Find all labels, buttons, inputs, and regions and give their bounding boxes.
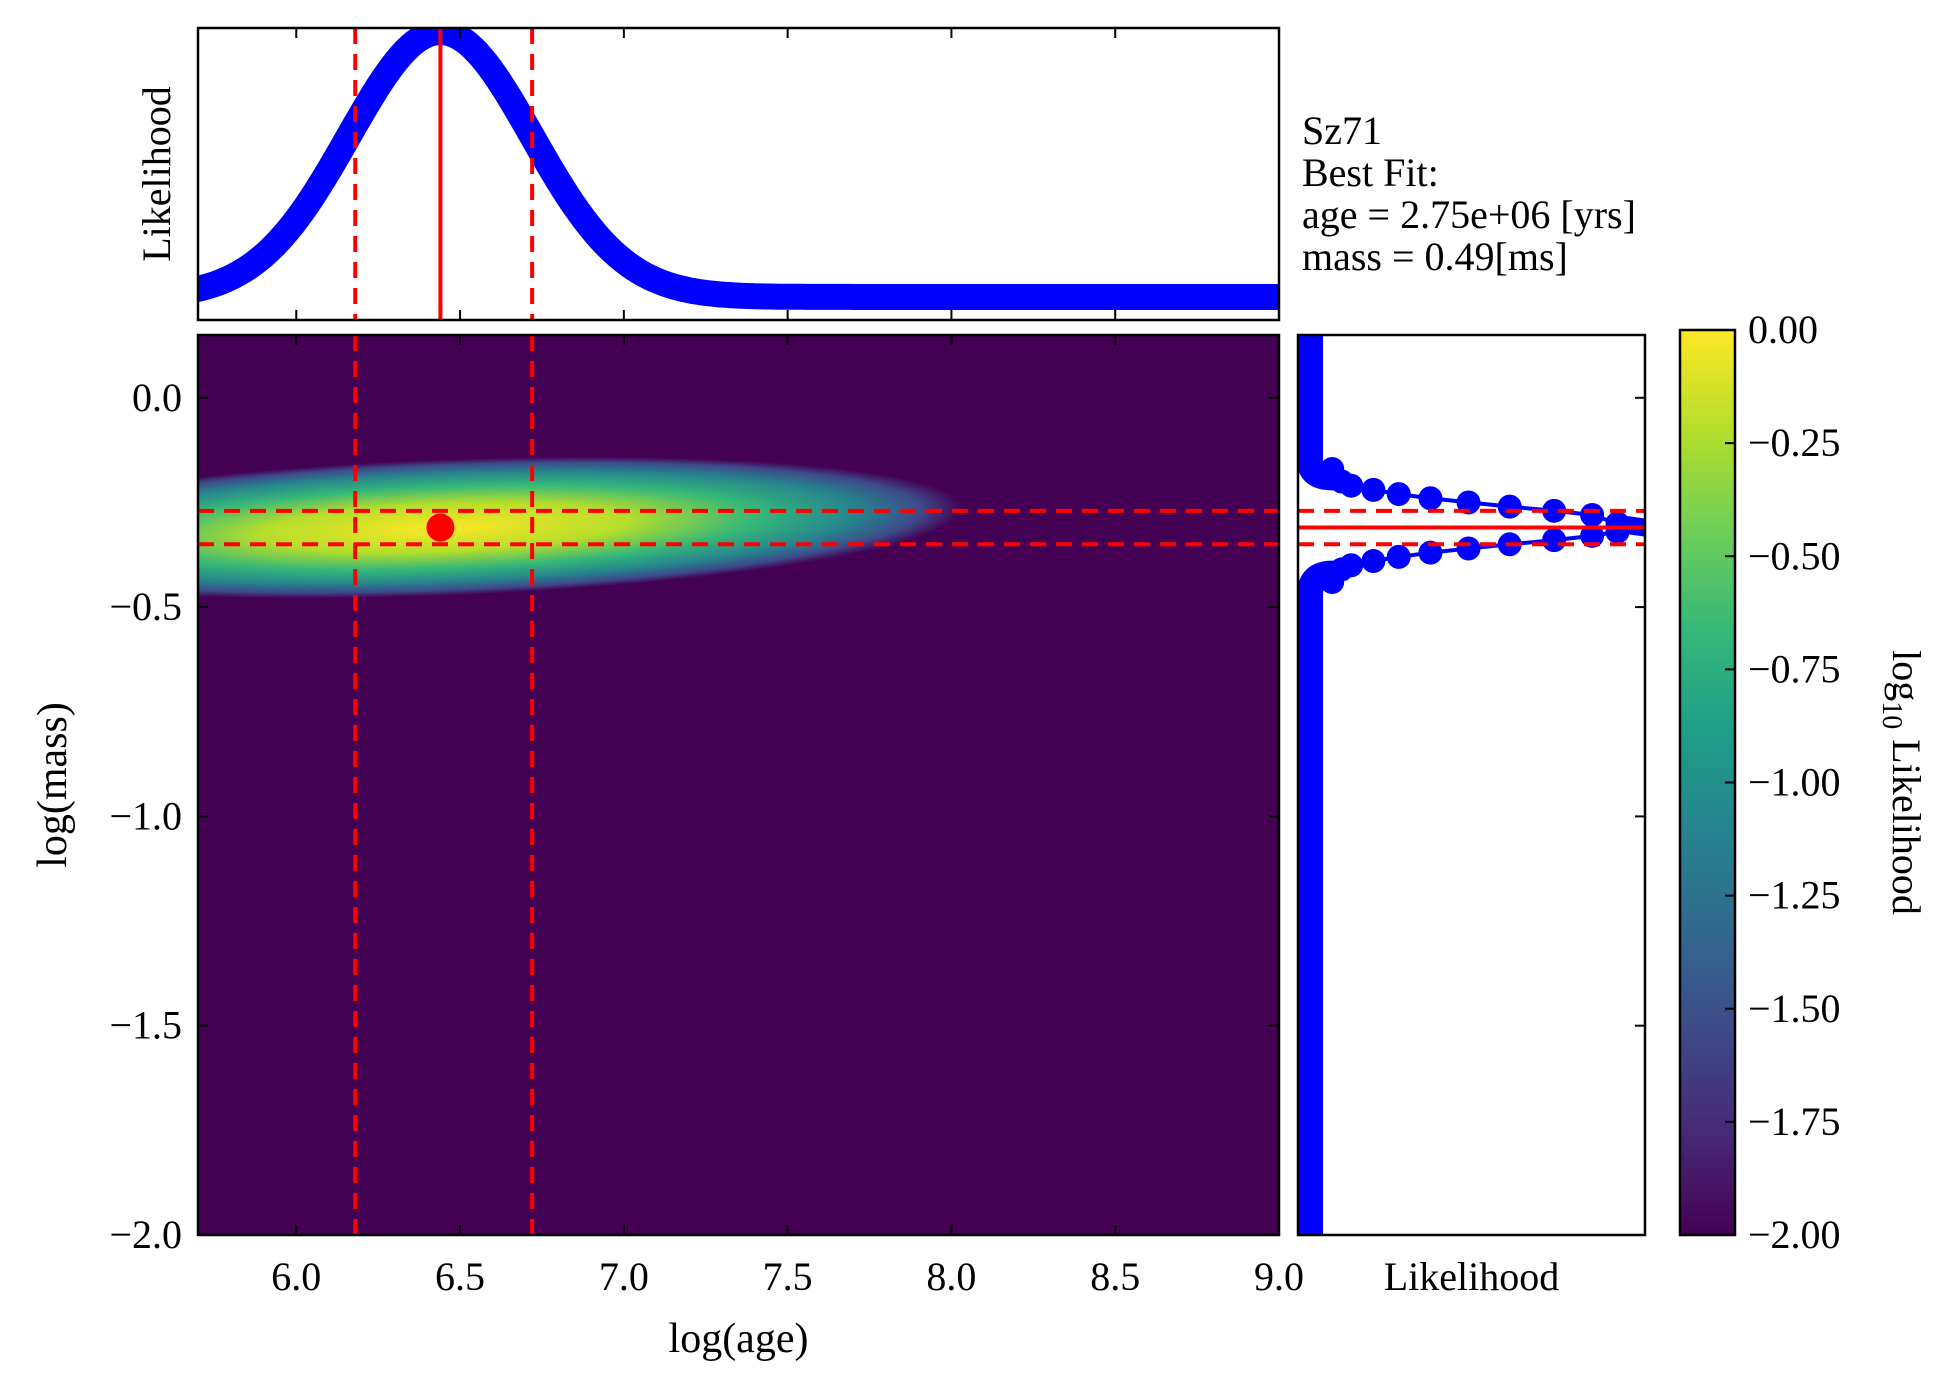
y-tick-label-0: 0.0	[132, 375, 182, 420]
colorbar-tick-label-8: −2.00	[1748, 1212, 1841, 1257]
colorbar-label: log10 Likelihood	[1876, 650, 1929, 915]
age-likelihood-curve	[198, 28, 1279, 310]
mass-upper-branch-point-2	[1339, 473, 1364, 498]
mass-lower-branch-point-6	[1456, 536, 1481, 561]
mass-upper-branch-point-5	[1418, 486, 1443, 511]
mass-lower-branch-point-5	[1418, 540, 1443, 565]
colorbar-tick-label-4: −1.00	[1748, 760, 1841, 805]
best-fit-label: Best Fit:	[1302, 150, 1439, 195]
mass-upper-branch-point-7	[1497, 494, 1522, 519]
colorbar-panel: 0.00 −0.25 −0.50 −0.75 −1.00 −1.25 −1.50 −1.75 −…	[1678, 307, 1929, 1257]
mass-likelihood-floor-lower	[1298, 560, 1346, 1235]
mass-marginal-frame	[1296, 333, 1647, 1237]
colorbar-label-subscript: 10	[1876, 701, 1907, 729]
colorbar-tick-label-3: −0.75	[1748, 646, 1841, 691]
x-tick-label-6: 9.0	[1254, 1254, 1304, 1299]
object-name: Sz71	[1302, 108, 1382, 153]
colorbar-tick-label-2: −0.50	[1748, 533, 1841, 578]
best-fit-marker	[426, 513, 455, 542]
colorbar-tick-label-5: −1.25	[1748, 873, 1841, 918]
x-tick-label-5: 8.5	[1090, 1254, 1140, 1299]
mass-marginal-panel: Likelihood	[1296, 333, 1647, 1299]
mass-lower-branch-point-8	[1542, 528, 1567, 553]
x-tick-label-0: 6.0	[271, 1254, 321, 1299]
y-tick-label-2: −1.0	[109, 793, 182, 838]
x-axis-label: log(age)	[669, 1316, 809, 1362]
mass-upper-branch-point-8	[1542, 498, 1567, 523]
joint-likelihood-panel: 6.0 6.5 7.0 7.5 8.0 8.5 9.0 0.0 −0.5 −1.0 −1.5 −2.0…	[30, 333, 1304, 1362]
age-marginal-frame	[196, 26, 1281, 322]
x-tick-label-1: 6.5	[435, 1254, 485, 1299]
colorbar-label-rest: Likelihood	[1884, 729, 1929, 915]
age-marginal-ylabel: Likelihood	[134, 86, 179, 262]
y-tick-label-1: −0.5	[109, 584, 182, 629]
mass-marginal-plot-area	[1298, 335, 1645, 1235]
colorbar-tick-label-6: −1.50	[1748, 986, 1841, 1031]
mass-upper-branch-point-3	[1361, 477, 1386, 502]
mass-lower-branch-point-9	[1580, 523, 1605, 548]
age-best-fit-text: age = 2.75e+06 [yrs]	[1302, 192, 1636, 237]
mass-lower-branch-point-4	[1386, 544, 1411, 569]
y-tick-label-4: −2.0	[109, 1212, 182, 1257]
colorbar-tick-label-0: 0.00	[1748, 307, 1818, 352]
mass-upper-branch-point-4	[1386, 482, 1411, 507]
colorbar-label-log: log	[1884, 650, 1929, 701]
mass-best-fit-text: mass = 0.49[ms]	[1302, 234, 1568, 279]
x-tick-label-4: 8.0	[926, 1254, 976, 1299]
mass-upper-branch-point-9	[1580, 503, 1605, 527]
colorbar-tick-label-7: −1.75	[1748, 1099, 1841, 1144]
y-tick-label-3: −1.5	[109, 1003, 182, 1048]
x-tick-label-3: 7.5	[763, 1254, 813, 1299]
age-marginal-plot-area	[198, 28, 1279, 310]
mass-lower-branch-point-3	[1361, 549, 1386, 574]
mass-marginal-xlabel: Likelihood	[1384, 1254, 1560, 1299]
mass-upper-branch-point-6	[1456, 490, 1481, 515]
best-fit-annotation: Sz71 Best Fit: age = 2.75e+06 [yrs] mass…	[1302, 110, 1636, 278]
joint-likelihood-frame	[196, 333, 1281, 1237]
mass-lower-branch-point-2	[1339, 553, 1364, 578]
joint-likelihood-plot-area	[198, 335, 1279, 1235]
y-axis-label: log(mass)	[30, 702, 76, 868]
x-tick-label-2: 7.0	[599, 1254, 649, 1299]
colorbar-tick-label-1: −0.25	[1748, 420, 1841, 465]
mass-likelihood-floor-upper	[1298, 335, 1346, 491]
age-marginal-panel: Likelihood	[134, 26, 1281, 322]
